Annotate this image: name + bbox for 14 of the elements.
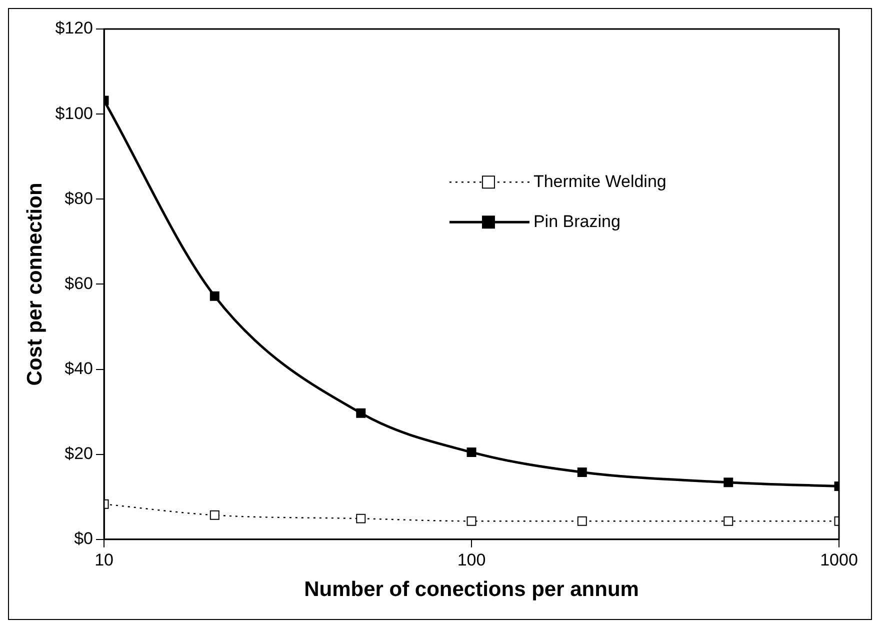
x-tick-label: 100 bbox=[457, 550, 486, 570]
y-tick-label: $40 bbox=[64, 358, 94, 378]
y-tick-label: $60 bbox=[64, 274, 94, 293]
x-axis-title: Number of conections per annum bbox=[304, 578, 639, 602]
y-tick-label: $20 bbox=[64, 444, 94, 464]
x-tick-label: 10 bbox=[94, 550, 114, 570]
legend-label: Pin Brazing bbox=[533, 212, 620, 231]
y-tick-label: $0 bbox=[74, 529, 94, 548]
legend-label: Thermite Welding bbox=[533, 172, 666, 191]
y-tick-label: $80 bbox=[64, 188, 94, 208]
x-tick-label: 1000 bbox=[820, 550, 858, 570]
y-axis-title: Cost per connection bbox=[23, 182, 46, 386]
y-tick-label: $120 bbox=[55, 18, 94, 38]
y-tick-label: $100 bbox=[55, 104, 94, 123]
